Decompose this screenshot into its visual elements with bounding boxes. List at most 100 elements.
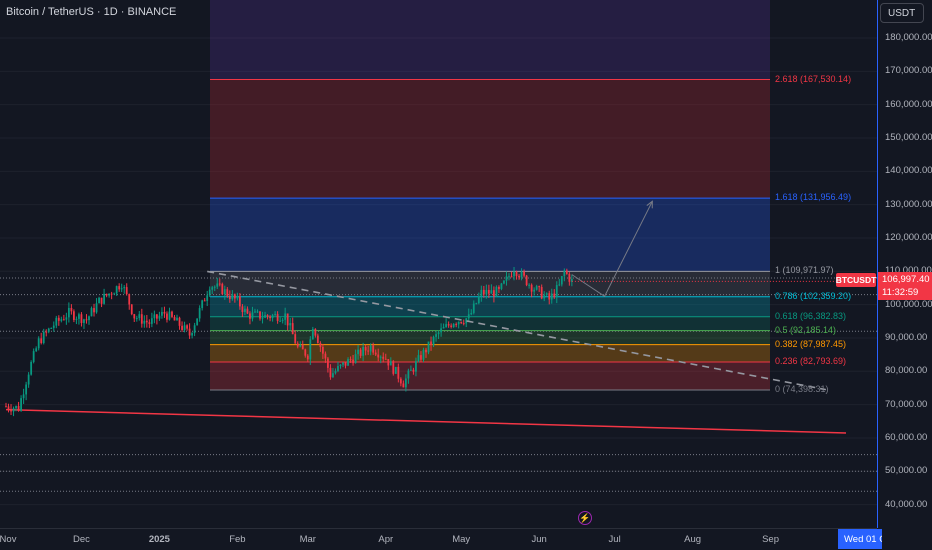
candle-body bbox=[445, 324, 448, 328]
candle-body bbox=[256, 311, 259, 313]
candle bbox=[339, 364, 342, 369]
candle bbox=[7, 403, 10, 413]
candle-body bbox=[211, 287, 214, 290]
candle bbox=[309, 336, 312, 366]
candle bbox=[558, 278, 561, 287]
candle bbox=[422, 347, 425, 363]
candle bbox=[548, 290, 551, 305]
candle bbox=[344, 362, 347, 369]
fib-zone bbox=[210, 271, 770, 297]
candle-body bbox=[530, 284, 533, 292]
candle-body bbox=[125, 287, 128, 294]
candle-body bbox=[85, 319, 88, 321]
candle bbox=[510, 271, 513, 278]
candle-body bbox=[47, 328, 50, 332]
candle bbox=[32, 348, 35, 364]
candle-body bbox=[60, 319, 63, 321]
candle-body bbox=[198, 308, 201, 319]
candle-body bbox=[155, 314, 158, 319]
candle-body bbox=[67, 307, 70, 318]
candle bbox=[244, 305, 246, 316]
candle-body bbox=[299, 344, 302, 347]
candle bbox=[415, 357, 417, 377]
candle bbox=[20, 395, 22, 412]
candle-body bbox=[347, 359, 349, 366]
candle-body bbox=[399, 378, 402, 384]
candle bbox=[329, 364, 332, 380]
candle bbox=[402, 380, 405, 388]
candle-body bbox=[133, 314, 136, 319]
candle bbox=[256, 309, 259, 313]
candle bbox=[27, 372, 30, 388]
candle bbox=[37, 336, 40, 351]
fib-zone bbox=[210, 296, 770, 317]
fib-zone bbox=[210, 316, 770, 331]
candle-body bbox=[528, 284, 531, 286]
candle-body bbox=[548, 293, 551, 300]
candle-body bbox=[143, 320, 146, 324]
candle bbox=[523, 269, 525, 278]
candle-body bbox=[412, 369, 415, 372]
fib-level-label: 0.618 (96,382.83) bbox=[775, 310, 847, 321]
candle bbox=[138, 311, 141, 321]
candle bbox=[40, 332, 43, 345]
candle bbox=[498, 285, 500, 293]
candle-body bbox=[560, 276, 563, 285]
candle bbox=[384, 353, 387, 360]
candle bbox=[349, 356, 352, 363]
candle bbox=[276, 311, 279, 324]
fib-zone bbox=[210, 79, 770, 199]
candle bbox=[173, 315, 176, 321]
candle bbox=[367, 345, 370, 355]
candle-body bbox=[161, 311, 163, 316]
candle-body bbox=[284, 313, 287, 320]
candle-body bbox=[95, 303, 98, 313]
currency-button[interactable]: USDT bbox=[880, 3, 924, 23]
candle-body bbox=[450, 325, 453, 327]
fib-zone bbox=[210, 361, 770, 390]
candle-body bbox=[425, 349, 427, 353]
candle-body bbox=[110, 293, 113, 295]
candle bbox=[462, 319, 465, 326]
candle bbox=[155, 313, 158, 325]
lightning-bolt-icon[interactable]: ⚡ bbox=[578, 511, 592, 525]
candle bbox=[319, 341, 322, 352]
candle-body bbox=[65, 317, 68, 320]
candle-body bbox=[118, 286, 121, 290]
candle-body bbox=[218, 283, 221, 285]
time-axis-label: Jun bbox=[531, 534, 547, 545]
candle-body bbox=[379, 356, 382, 358]
candle bbox=[555, 281, 558, 304]
price-axis-label: 160,000.00 bbox=[885, 98, 932, 110]
candle bbox=[450, 323, 453, 329]
candle bbox=[83, 318, 85, 329]
candle-body bbox=[266, 315, 269, 317]
candle-body bbox=[103, 293, 105, 304]
candle-body bbox=[233, 294, 236, 299]
price-axis-label: 40,000.00 bbox=[885, 498, 928, 510]
candle-body bbox=[181, 325, 183, 330]
candle bbox=[271, 313, 274, 322]
candle bbox=[540, 284, 543, 300]
candle bbox=[490, 284, 493, 294]
candle bbox=[176, 314, 178, 321]
candle-body bbox=[196, 318, 199, 326]
candle bbox=[460, 321, 463, 325]
candle-body bbox=[100, 297, 103, 304]
candle bbox=[201, 299, 204, 311]
fib-zone bbox=[210, 344, 770, 362]
symbol-title[interactable]: Bitcoin / TetherUS · 1D · BINANCE bbox=[6, 6, 177, 18]
candle-body bbox=[279, 320, 282, 322]
candle bbox=[324, 351, 327, 363]
candle bbox=[113, 292, 116, 295]
time-scale-border bbox=[0, 528, 877, 529]
candle bbox=[238, 293, 241, 310]
candle-body bbox=[518, 275, 520, 278]
candle-body bbox=[314, 329, 317, 336]
candle-body bbox=[442, 327, 445, 329]
candle bbox=[196, 318, 199, 326]
candle bbox=[299, 341, 302, 348]
candle bbox=[163, 306, 166, 318]
candle bbox=[269, 315, 271, 322]
